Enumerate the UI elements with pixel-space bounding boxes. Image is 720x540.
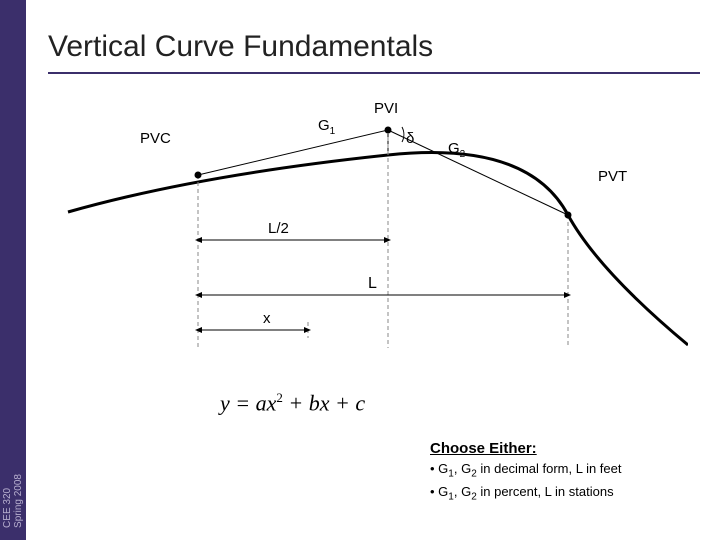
page-title: Vertical Curve Fundamentals [48,30,700,64]
curve-equation: y = ax2 + bx + c [220,390,365,416]
pvt-label: PVT [598,168,627,185]
pvi-label: PVI [374,100,398,117]
l2-label: L/2 [268,220,289,237]
choose-heading: Choose Either: [430,440,622,457]
l-label: L [368,275,377,293]
title-row: Vertical Curve Fundamentals [48,30,700,74]
x-label: x [263,310,271,327]
sidebar-accent [0,0,26,540]
vertical-curve-diagram: PVC PVI PVT G1 G2 δ L/2 L x [48,100,688,360]
footer-course-label: CEE 320Spring 2008 [2,474,24,528]
choose-either-block: Choose Either: • G1, G2 in decimal form,… [430,440,622,502]
choose-bullet-2: • G1, G2 in percent, L in stations [430,484,622,503]
pvc-label: PVC [140,130,171,147]
g1-label: G1 [318,117,335,137]
delta-label: δ [406,130,414,147]
choose-bullet-1: • G1, G2 in decimal form, L in feet [430,461,622,480]
g2-label: G2 [448,140,465,160]
